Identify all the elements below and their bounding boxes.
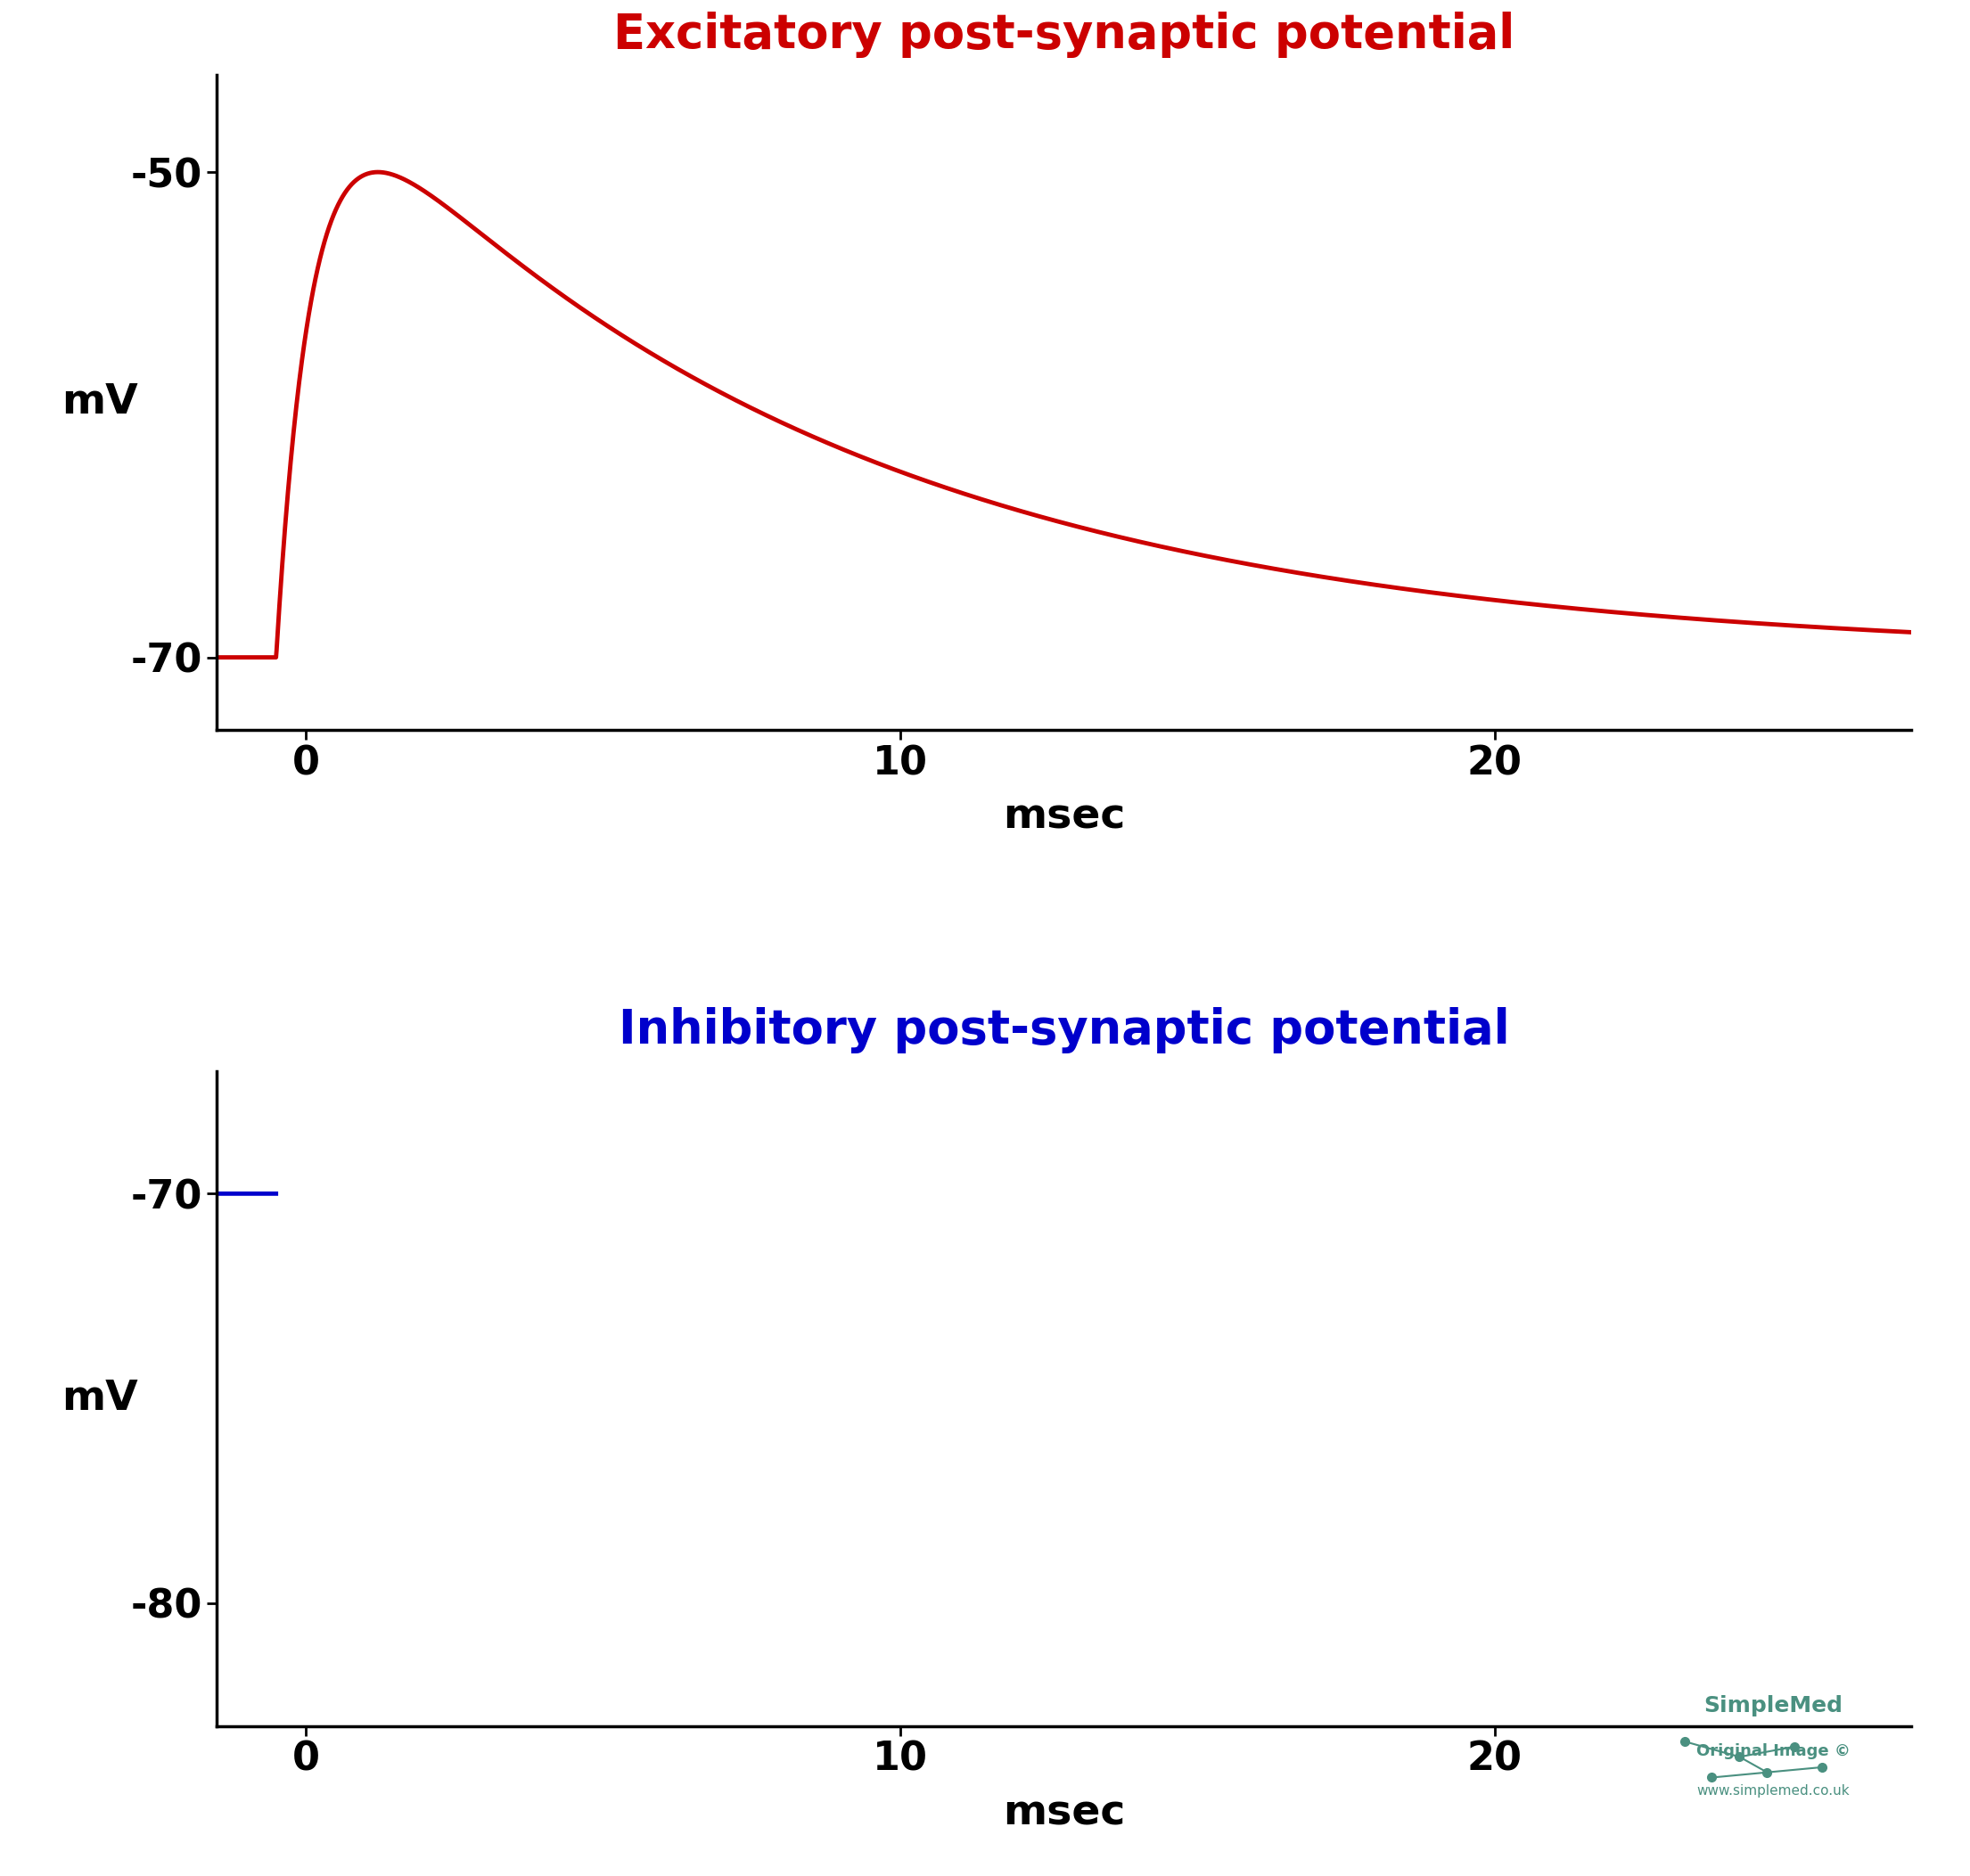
Title: Excitatory post-synaptic potential: Excitatory post-synaptic potential xyxy=(613,11,1515,58)
Y-axis label: mV: mV xyxy=(61,383,138,422)
X-axis label: msec: msec xyxy=(1003,797,1125,839)
X-axis label: msec: msec xyxy=(1003,1793,1125,1833)
Y-axis label: mV: mV xyxy=(61,1379,138,1418)
Text: www.simplemed.co.uk: www.simplemed.co.uk xyxy=(1696,1784,1850,1797)
Text: SimpleMed: SimpleMed xyxy=(1704,1696,1842,1717)
Title: Inhibitory post-synaptic potential: Inhibitory post-synaptic potential xyxy=(619,1007,1509,1054)
Text: Original Image ©: Original Image © xyxy=(1696,1743,1850,1760)
